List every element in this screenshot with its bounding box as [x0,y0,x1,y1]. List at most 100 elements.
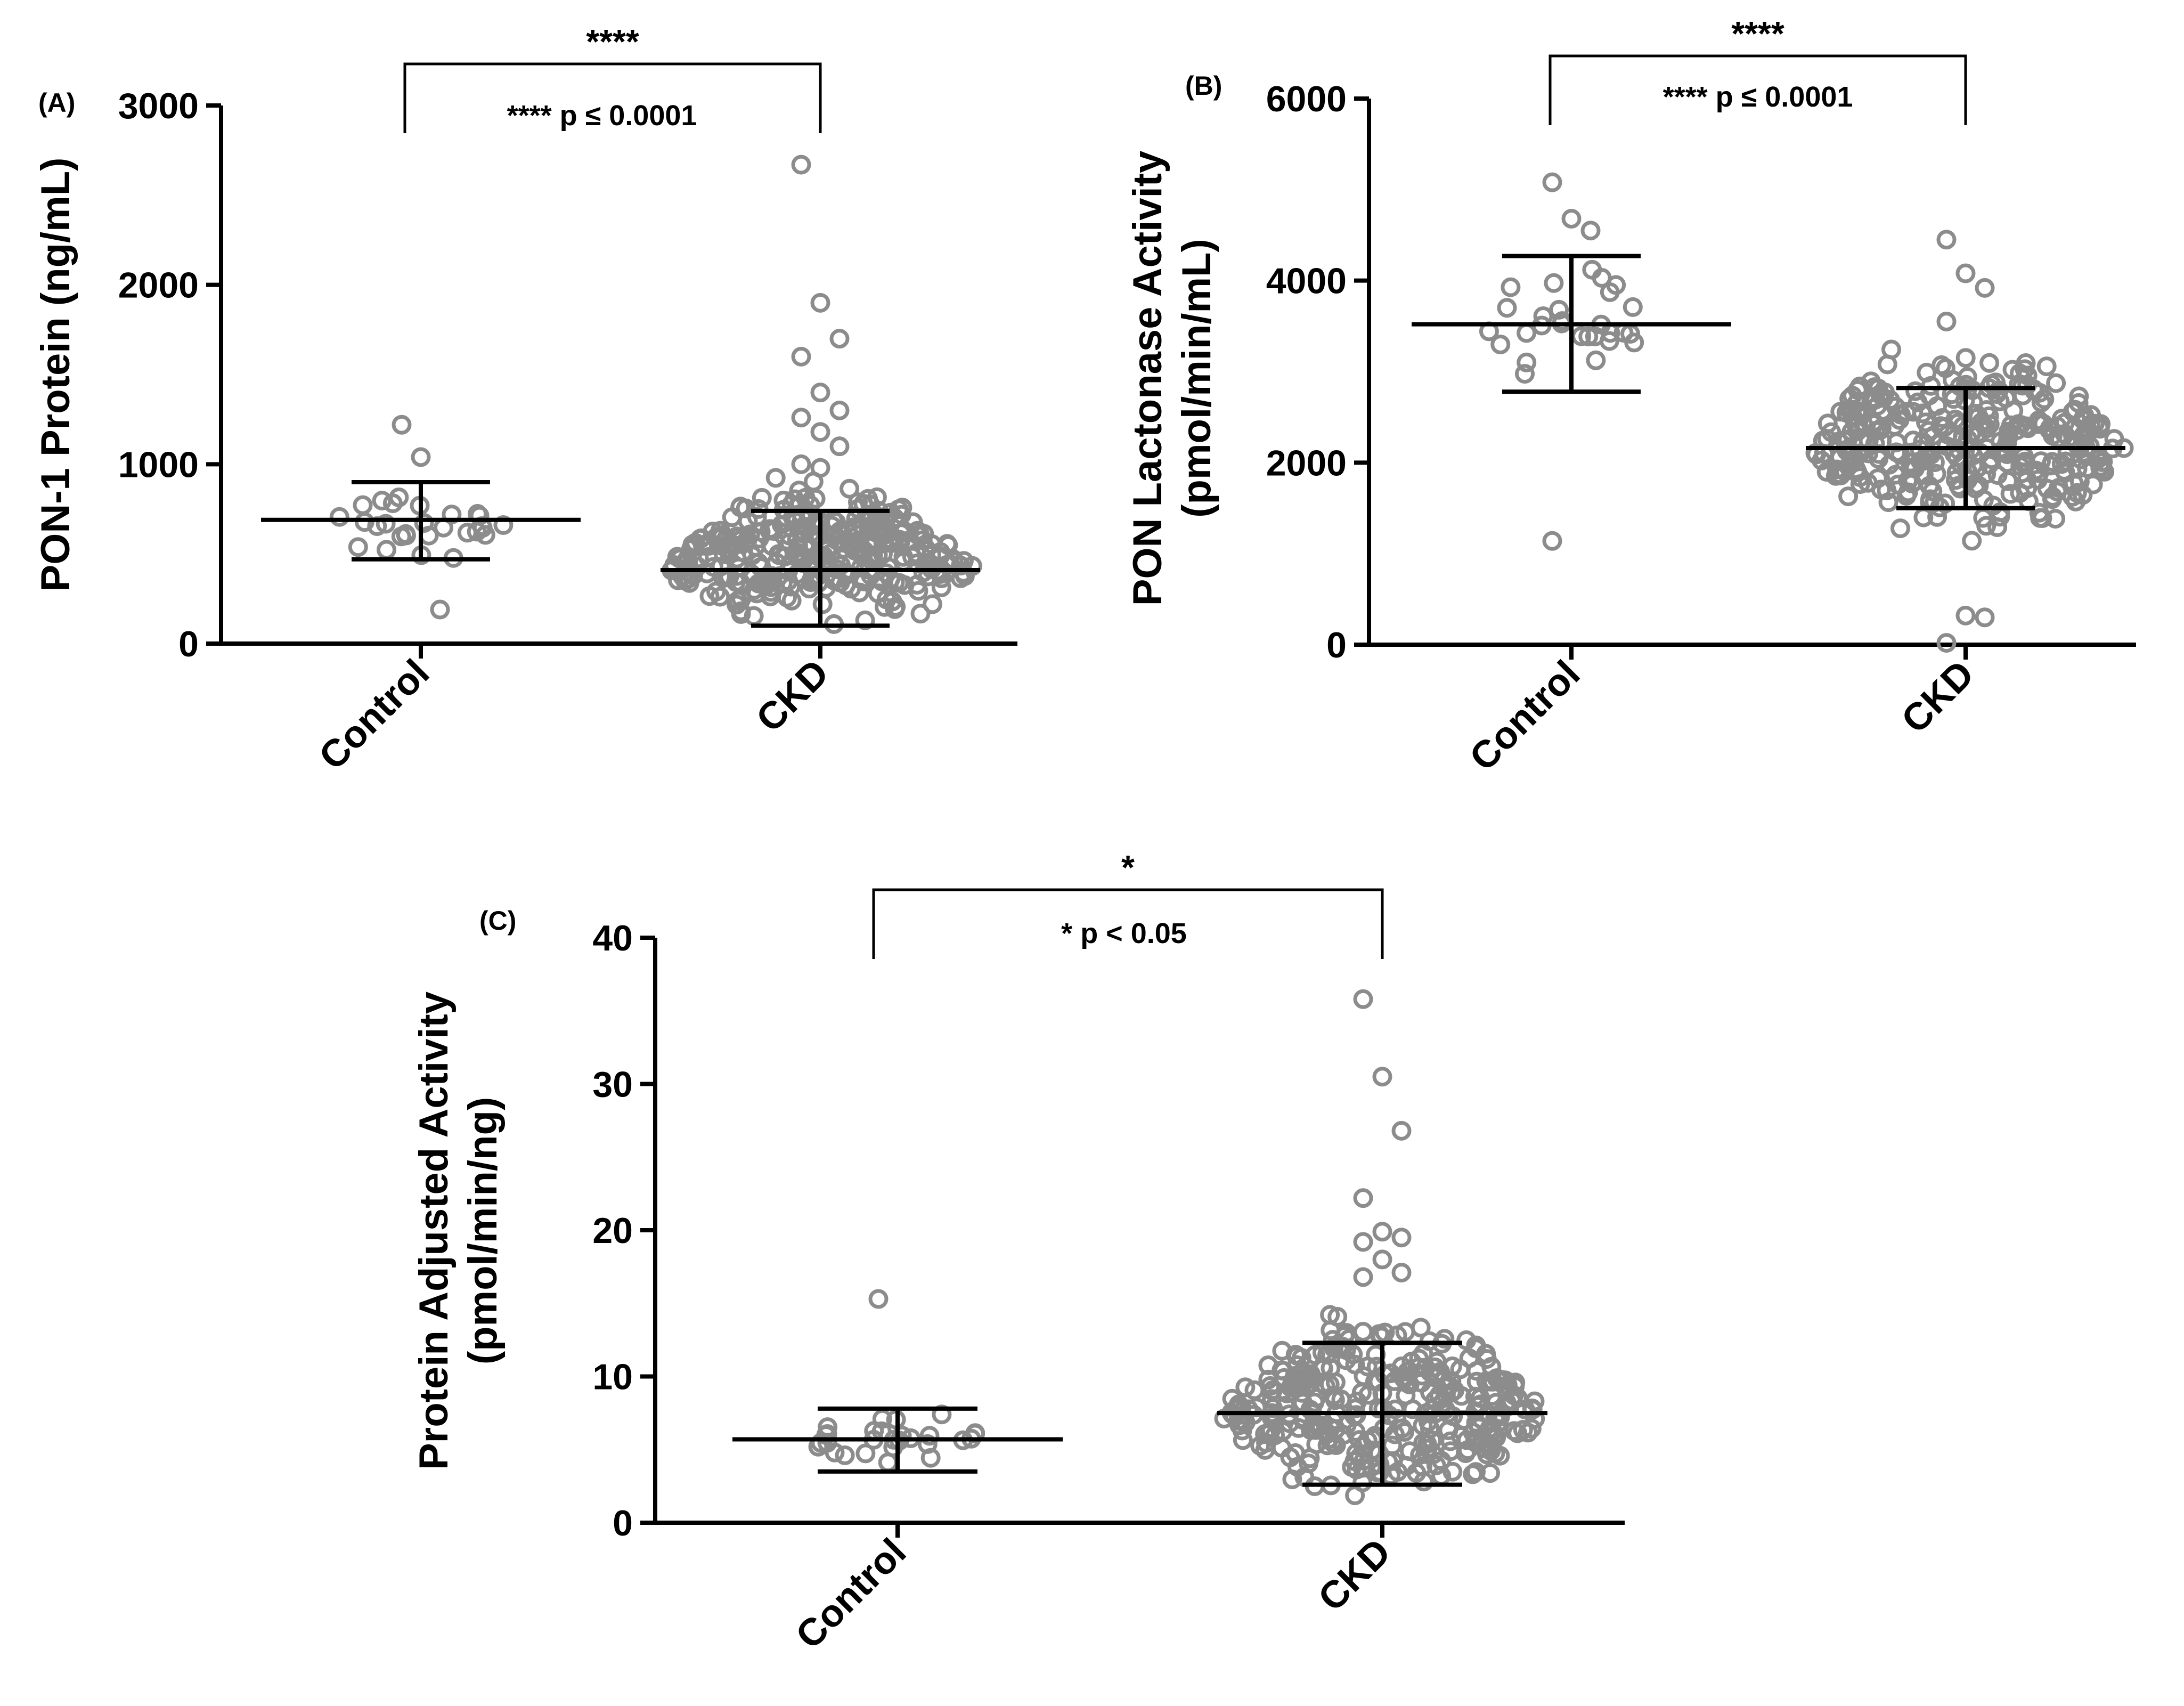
data-point-outlier [1955,263,1976,283]
data-point [2037,478,2057,499]
data-point [1944,389,1964,409]
data-point [1917,362,1937,383]
p-value-label: **** p ≤ 0.0001 [507,100,697,132]
data-point-outlier [1353,1232,1373,1252]
data-point [1394,1369,1414,1389]
data-point [1414,1472,1434,1492]
data-point-outlier [1542,172,1562,192]
data-point [1905,381,1926,401]
data-point [1431,1451,1452,1471]
data-point [864,513,884,533]
data-point [1979,353,2000,373]
data-point [2010,483,2030,503]
significance-bracket [1549,54,1967,125]
data-point [892,1425,912,1445]
data-point [1357,1356,1378,1377]
data-point [1413,1433,1433,1453]
data-point-outlier [810,422,830,442]
data-point [1898,482,1918,502]
data-point [1250,1435,1270,1456]
data-point [842,537,862,557]
x-category-label: CKD [1310,1531,1399,1620]
data-point [965,1424,985,1444]
data-point-outlier [1391,1120,1412,1141]
data-point-outlier [829,329,850,349]
data-point [1410,1445,1430,1465]
y-tick-label: 3000 [118,86,199,126]
data-point [1962,531,1982,551]
data-point-outlier [1372,1067,1392,1087]
panel-label: (A) [38,88,75,118]
data-point [1262,1389,1282,1409]
data-point [1925,492,1945,513]
data-point-outlier [868,1289,889,1309]
data-point [1443,1461,1463,1482]
y-axis-label-line: (pmol/min/mL) [1174,239,1219,518]
data-point [1881,339,1901,360]
p-value-label: * p < 0.05 [1061,917,1187,949]
data-point [1440,1431,1461,1451]
data-series-control [329,415,514,620]
data-point-outlier [1542,531,1562,551]
panel-label: (B) [1185,71,1222,101]
data-point [2065,400,2085,420]
y-axis-label: PON Lactonase Activity(pmol/min/mL) [1125,151,1219,606]
data-point [1606,275,1626,295]
significance-stars: **** [586,22,639,61]
data-point [2028,414,2049,434]
data-point [1436,1385,1456,1406]
data-point [1805,443,1826,463]
data-point [1624,332,1644,353]
data-point [854,541,875,561]
y-tick-label: 1000 [118,444,199,485]
data-point-outlier [1936,633,1957,653]
data-point [698,547,718,567]
data-point [891,505,911,525]
data-point [1429,1385,1449,1405]
data-point [730,497,751,517]
data-point [1411,1318,1431,1338]
data-point [1930,433,1951,453]
data-point [1235,1377,1256,1398]
data-point [1912,403,1933,424]
data-point [867,487,887,507]
data-point [1886,465,1906,485]
data-point [693,535,713,556]
data-point [1484,1426,1504,1447]
data-series-ckd [1214,989,1545,1506]
data-point [1272,1341,1292,1361]
data-point [2073,485,2093,505]
y-tick-label: 40 [592,918,633,958]
data-point [353,495,373,515]
data-point [1324,1385,1344,1406]
data-point [1459,1348,1479,1368]
y-axis-label-line: (pmol/min/ng) [460,1097,506,1364]
data-point [1578,327,1599,347]
data-point-outlier [1580,221,1601,241]
data-point-outlier [810,293,830,313]
data-point [1976,464,1996,484]
data-point [1261,1420,1281,1440]
data-point [1827,459,1847,480]
data-point [811,1433,831,1453]
data-point [493,515,514,535]
data-point [920,1448,941,1468]
data-point [1582,259,1602,280]
data-point [1977,418,1997,438]
data-point [2007,420,2027,441]
data-point [376,514,396,534]
data-point-outlier [791,155,811,175]
data-point [1814,444,1834,464]
data-point [1474,1439,1494,1459]
data-point-outlier [1936,230,1957,250]
data-point [663,557,683,578]
data-point [876,563,896,583]
data-point [710,587,730,607]
data-point [788,496,809,516]
data-point-outlier [810,458,830,478]
data-point [1301,1420,1321,1440]
data-point [734,542,753,562]
data-point [1586,350,1606,370]
data-point [1425,1364,1445,1385]
data-point [2083,474,2103,494]
